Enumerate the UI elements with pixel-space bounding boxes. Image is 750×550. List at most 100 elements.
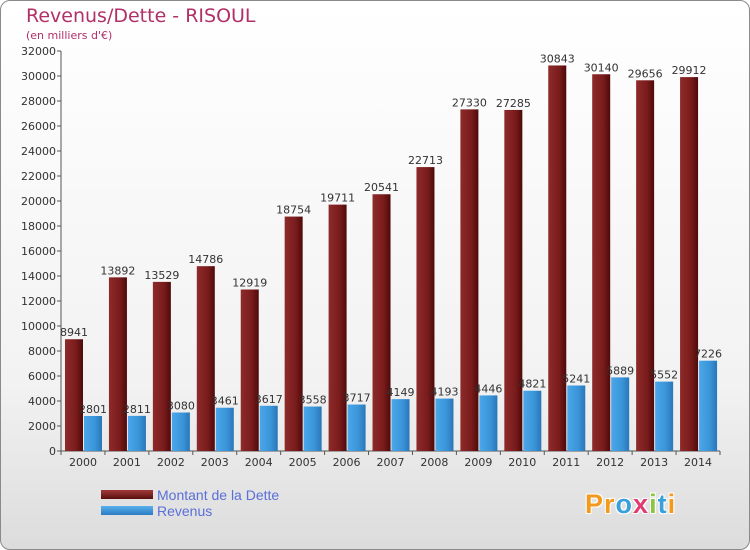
revenue-bar [435,398,454,451]
x-tick-label: 2001 [113,456,141,469]
x-tick-label: 2007 [377,456,405,469]
revenue-bar [611,377,630,451]
revenue-bar [699,360,718,451]
debt-bar [65,339,83,451]
legend-label-revenue: Revenus [157,503,213,519]
revenue-bar-label: 4149 [387,386,415,399]
legend-label-debt: Montant de la Dette [157,487,280,503]
debt-bar-label: 29656 [628,67,663,80]
debt-bar-label: 30843 [540,52,575,65]
revenue-bar [303,406,322,451]
logo-letter: P [585,489,605,519]
debt-bar [460,109,479,451]
y-tick-label: 28000 [21,95,56,108]
debt-bar [284,216,303,451]
y-tick-label: 14000 [21,270,56,283]
y-tick-label: 24000 [21,145,56,158]
revenue-bar-label: 3717 [343,392,371,405]
revenue-bar-label: 4446 [474,382,502,395]
debt-bar-label: 14786 [188,253,223,266]
revenue-bar [84,415,102,451]
revenue-bar-label: 3558 [299,394,327,407]
debt-bar [680,77,699,451]
debt-bar [240,289,259,451]
revenue-bar [259,405,278,451]
x-tick-label: 2008 [420,456,448,469]
debt-bar-label: 20541 [364,181,399,194]
y-tick-label: 4000 [28,395,56,408]
y-tick-label: 30000 [21,70,56,83]
logo-letter: x [633,489,650,519]
y-tick-label: 2000 [28,420,56,433]
chart-subtitle: (en milliers d'€) [26,29,113,42]
x-tick-label: 2003 [201,456,229,469]
revenue-bar-label: 4821 [518,378,546,391]
revenue-bar [391,399,410,451]
debt-bar [548,65,567,452]
x-tick-label: 2006 [333,456,361,469]
x-tick-label: 2012 [596,456,624,469]
debt-bar [196,266,215,451]
y-tick-label: 0 [49,445,56,458]
debt-bar-label: 13892 [100,264,135,277]
logo-letter: o [615,489,634,519]
x-tick-label: 2013 [640,456,668,469]
x-tick-label: 2002 [157,456,185,469]
revenue-bar-label: 5889 [606,364,634,377]
legend-swatch-revenue [101,506,153,515]
debt-bar-label: 8941 [60,326,88,339]
y-tick-label: 16000 [21,245,56,258]
revenue-bar [215,407,234,451]
revenue-bar-label: 7226 [694,348,722,361]
chart-bars [65,65,718,452]
y-tick-label: 32000 [21,45,56,58]
debt-bar-label: 29912 [672,64,707,77]
revenue-bar-label: 2801 [79,403,107,416]
revenue-bar [523,390,542,451]
revenue-bar-label: 3461 [211,395,239,408]
revenue-bar-label: 3080 [167,400,195,413]
revenue-bar [655,381,674,451]
x-tick-label: 2010 [508,456,536,469]
debt-bar-label: 27285 [496,97,531,110]
chart-data-labels: 8941 13892 13529 14786 12919 18754 19711 20541 2… [60,52,722,416]
debt-bar [592,74,611,451]
logo-letter: t [657,489,668,519]
y-tick-label: 10000 [21,320,56,333]
debt-bar-label: 22713 [408,154,443,167]
revenue-bar [567,385,586,451]
debt-bar [108,277,127,451]
debt-bar [416,167,435,451]
revenue-bar [171,412,190,451]
debt-bar [372,194,391,452]
y-tick-label: 6000 [28,370,56,383]
x-tick-label: 2014 [684,456,712,469]
debt-bar [504,109,523,451]
logo-letter: i [649,489,658,519]
revenue-bar-label: 4193 [430,386,458,399]
legend-swatch-debt [101,490,153,499]
proxiti-logo: Proxiti [585,489,676,520]
debt-bar [328,204,347,451]
debt-bar-label: 13529 [144,269,179,282]
y-tick-label: 12000 [21,295,56,308]
x-tick-label: 2009 [464,456,492,469]
debt-bar-label: 27330 [452,96,487,109]
y-tick-label: 18000 [21,220,56,233]
revenue-bar-label: 2811 [123,403,151,416]
revenue-bar-label: 5552 [650,369,678,382]
debt-bar [636,80,655,452]
debt-bar-label: 12919 [232,277,267,290]
revenue-bar-label: 5241 [562,372,590,385]
logo-letter: r [604,489,616,519]
y-tick-label: 22000 [21,170,56,183]
x-tick-label: 2000 [69,456,97,469]
revenue-bar [127,415,146,451]
revenue-bar-label: 3617 [255,393,283,406]
debt-bar-label: 18754 [276,204,311,217]
y-tick-label: 20000 [21,195,56,208]
debt-bar-label: 30140 [584,61,619,74]
x-tick-label: 2005 [289,456,317,469]
